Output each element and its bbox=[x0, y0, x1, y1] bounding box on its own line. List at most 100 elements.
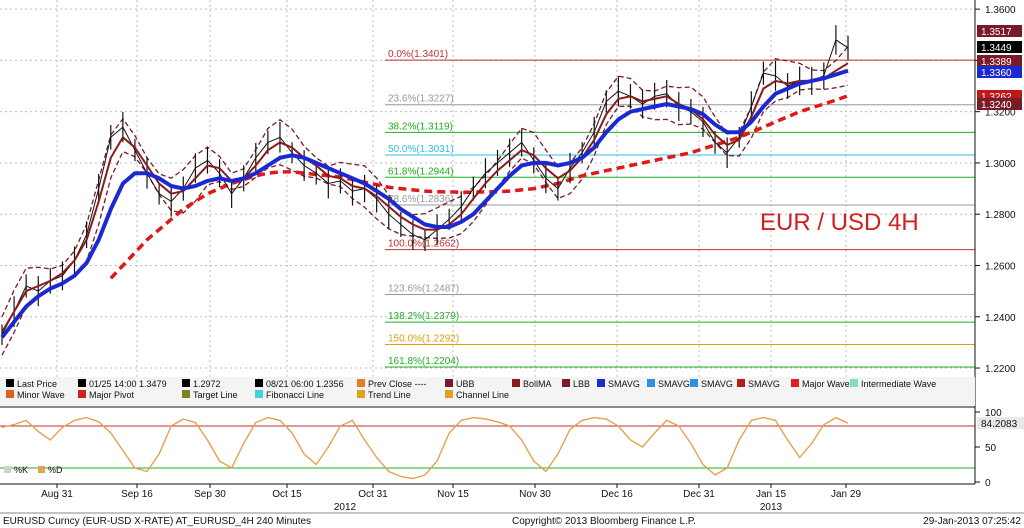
legend-label-4: Prev Close ---- bbox=[368, 379, 427, 389]
osc-legend-swatch-0 bbox=[4, 466, 11, 473]
fib-label-0: 0.0%(1.3401) bbox=[388, 49, 448, 60]
plot-background bbox=[0, 0, 975, 406]
fib-label-4: 61.8%(1.2944) bbox=[388, 166, 454, 177]
legend-label-3: 08/21 06:00 1.2356 bbox=[266, 379, 344, 389]
price-tag-bg-1 bbox=[977, 41, 1022, 53]
legend-label-0: Last Price bbox=[17, 379, 57, 389]
osc-tick-label-0: 100 bbox=[985, 408, 1002, 419]
x-tick-label-3: Oct 15 bbox=[272, 489, 302, 500]
legend-label-14: Minor Wave bbox=[17, 390, 65, 400]
price-panel: 1.36001.34001.32001.30001.28001.26001.24… bbox=[0, 0, 1022, 484]
price-tag-label-1: 1.3449 bbox=[981, 43, 1012, 54]
fib-label-5: 78.6%(1.2836) bbox=[388, 194, 454, 205]
legend-label-5: UBB bbox=[456, 379, 475, 389]
legend-swatch-0 bbox=[6, 379, 14, 387]
legend-label-7: LBB bbox=[573, 379, 590, 389]
chart-title: EUR / USD 4H bbox=[760, 209, 919, 236]
y-tick-label-4: 1.2800 bbox=[985, 210, 1016, 221]
legend-label-8: SMAVG bbox=[608, 379, 640, 389]
osc-legend-label-0: %K bbox=[14, 465, 28, 475]
x-tick-label-10: Jan 29 bbox=[831, 489, 861, 500]
legend-label-16: Target Line bbox=[193, 390, 238, 400]
legend-label-1: 01/25 14:00 1.3479 bbox=[89, 379, 167, 389]
legend-label-19: Channel Line bbox=[456, 390, 509, 400]
price-tag-label-5: 1.3240 bbox=[981, 100, 1012, 111]
legend-swatch-18 bbox=[357, 390, 365, 398]
legend-swatch-8 bbox=[597, 379, 605, 387]
legend-swatch-5 bbox=[445, 379, 453, 387]
fib-label-2: 38.2%(1.3119) bbox=[388, 121, 453, 132]
price-tag-label-0: 1.3517 bbox=[981, 27, 1012, 38]
lower-bollinger-band bbox=[1, 84, 849, 356]
price-tag-bg-0 bbox=[977, 25, 1022, 37]
x-tick-label-9: Jan 15 bbox=[756, 489, 786, 500]
smavg-slow-line bbox=[0, 68, 849, 339]
upper-bollinger-band bbox=[1, 46, 849, 318]
y-tick-label-2: 1.3200 bbox=[985, 108, 1016, 119]
legend-label-15: Major Pivot bbox=[89, 390, 135, 400]
smavg-fast-line bbox=[1, 62, 849, 333]
legend-label-11: SMAVG bbox=[748, 379, 780, 389]
legend-swatch-12 bbox=[791, 379, 799, 387]
footer-center: Copyright© 2013 Bloomberg Finance L.P. bbox=[512, 516, 696, 527]
price-tag-label-4: 1.3262 bbox=[981, 92, 1012, 103]
legend-swatch-19 bbox=[445, 390, 453, 398]
price-tag-label-3: 1.3360 bbox=[981, 68, 1012, 79]
legend-swatch-16 bbox=[182, 390, 190, 398]
price-line bbox=[1, 39, 849, 335]
legend-swatch-3 bbox=[255, 379, 263, 387]
year-label-1: 2013 bbox=[760, 502, 783, 513]
price-tag-bg-2 bbox=[977, 55, 1022, 67]
legend-swatch-14 bbox=[6, 390, 14, 398]
legend-swatch-11 bbox=[737, 379, 745, 387]
fib-label-7: 123.6%(1.2487) bbox=[388, 283, 459, 294]
x-tick-label-0: Aug 31 bbox=[41, 489, 73, 500]
footer-panel: EURUSD Curncy (EUR-USD X-RATE) AT_EURUSD… bbox=[3, 516, 1021, 527]
osc-legend-swatch-1 bbox=[38, 466, 45, 473]
footer-right: 29-Jan-2013 07:25:42 bbox=[923, 516, 1021, 527]
legend-swatch-10 bbox=[690, 379, 698, 387]
x-tick-label-4: Oct 31 bbox=[358, 489, 388, 500]
fib-label-3: 50.0%(1.3031) bbox=[388, 144, 454, 155]
x-tick-label-8: Dec 31 bbox=[683, 489, 715, 500]
legend-label-6: BollMA bbox=[523, 379, 552, 389]
year-label-0: 2012 bbox=[334, 502, 357, 513]
osc-tick-label-1: 50 bbox=[985, 443, 997, 454]
x-tick-label-2: Sep 30 bbox=[194, 489, 226, 500]
x-tick-label-6: Nov 30 bbox=[519, 489, 551, 500]
x-tick-label-7: Dec 16 bbox=[601, 489, 633, 500]
legend-swatch-17 bbox=[255, 390, 263, 398]
y-tick-label-0: 1.3600 bbox=[985, 5, 1016, 16]
oscillator-background bbox=[0, 406, 975, 484]
legend-swatch-6 bbox=[512, 379, 520, 387]
legend-swatch-4 bbox=[357, 379, 365, 387]
x-tick-label-5: Nov 15 bbox=[437, 489, 469, 500]
fib-label-1: 23.6%(1.3227) bbox=[388, 94, 454, 105]
fib-label-6: 100.0%(1.2662) bbox=[388, 239, 459, 250]
legend-label-9: SMAVG bbox=[658, 379, 690, 389]
legend-label-12: Major Wave bbox=[802, 379, 850, 389]
legend-swatch-13 bbox=[850, 379, 858, 387]
y-tick-label-7: 1.2200 bbox=[985, 364, 1016, 375]
price-tag-bg-5 bbox=[977, 98, 1022, 110]
legend-swatch-2 bbox=[182, 379, 190, 387]
legend-panel: Last Price 01/25 14:00 1.3479 1.2972 08/21 … bbox=[0, 377, 975, 406]
y-tick-label-5: 1.2600 bbox=[985, 261, 1016, 272]
price-tag-label-2: 1.3389 bbox=[981, 57, 1012, 68]
price-tag-bg-3 bbox=[977, 66, 1022, 78]
osc-current-tag-bg bbox=[977, 417, 1024, 430]
legend-swatch-1 bbox=[78, 379, 86, 387]
legend-label-10: SMAVG bbox=[701, 379, 733, 389]
osc-tick-label-2: 0 bbox=[985, 478, 991, 489]
legend-swatch-15 bbox=[78, 390, 86, 398]
legend-swatch-7 bbox=[562, 379, 570, 387]
legend-background bbox=[0, 377, 975, 406]
legend-label-2: 1.2972 bbox=[193, 379, 221, 389]
x-axis-panel: Aug 31 Sep 16 Sep 30 Oct 15 Oct 31 Nov 15 Nov … bbox=[0, 483, 1024, 514]
osc-current-tag-label: 84.2083 bbox=[981, 419, 1018, 430]
oscillator-panel: 100 50 0 84.2083 %K %D bbox=[0, 406, 1024, 489]
osc-legend-label-1: %D bbox=[48, 465, 63, 475]
y-tick-label-6: 1.2400 bbox=[985, 313, 1016, 324]
fib-label-9: 150.0%(1.2292) bbox=[388, 333, 459, 344]
legend-label-17: Fibonacci Line bbox=[266, 390, 324, 400]
